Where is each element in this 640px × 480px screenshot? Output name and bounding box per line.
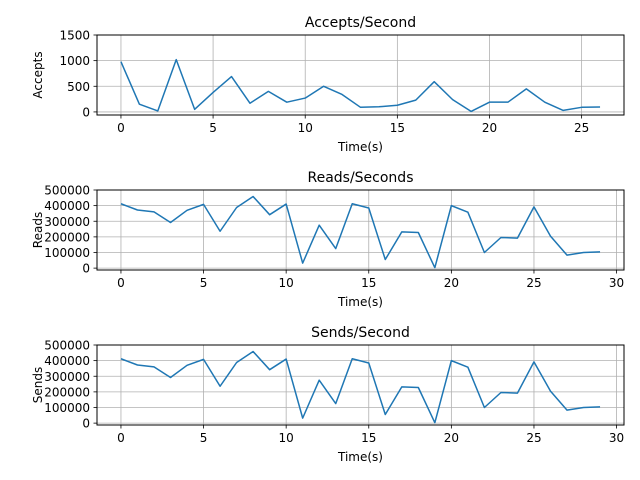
y-tick-label: 0 [82,262,90,276]
x-tick-label: 20 [444,431,459,445]
x-tick-label: 30 [609,431,624,445]
axes-frame [96,189,625,271]
x-tick-label: 10 [279,276,294,290]
y-tick-label: 200000 [44,385,90,399]
subplot-1: 0 5 10 15 20 25 0 500 1000 1500 Accepts/Second Time… [31,15,625,154]
x-tick-label: 5 [200,431,208,445]
x-tick-label: 5 [209,121,217,135]
y-tick-label: 500 [67,80,90,94]
chart-title: Sends/Second [311,325,410,341]
x-tick-label: 15 [361,276,376,290]
x-tick-label: 0 [117,431,125,445]
y-tick-label: 0 [82,417,90,431]
axes-frame [96,344,625,426]
x-tick-label: 10 [298,121,313,135]
y-tick-label: 400000 [44,199,90,213]
x-axis-label: Time(s) [337,140,383,154]
x-tick-label: 25 [526,276,541,290]
x-tick-label: 0 [117,276,125,290]
x-tick-label: 25 [526,431,541,445]
x-tick-label: 25 [574,121,589,135]
x-axis-label: Time(s) [337,295,383,309]
x-tick-label: 10 [279,431,294,445]
x-tick-label: 5 [200,276,208,290]
series-line [120,195,601,269]
x-tick-label: 15 [390,121,405,135]
y-tick-label: 0 [82,105,90,119]
axes-frame [96,34,625,116]
y-tick-label: 100000 [44,246,90,260]
series-line [120,58,601,113]
y-tick-label: 1000 [59,54,90,68]
y-tick-label: 200000 [44,230,90,244]
y-tick-label: 500000 [44,184,90,198]
y-tick-label: 300000 [44,370,90,384]
x-axis-label: Time(s) [337,450,383,464]
x-tick-label: 15 [361,431,376,445]
y-tick-label: 1500 [59,29,90,43]
y-axis-label: Accepts [31,51,45,98]
chart-title: Accepts/Second [305,15,416,31]
y-tick-label: 400000 [44,354,90,368]
x-tick-label: 0 [117,121,125,135]
y-tick-label: 100000 [44,401,90,415]
y-tick-label: 500000 [44,339,90,353]
x-tick-label: 30 [609,276,624,290]
y-axis-label: Reads [31,212,45,248]
series-line [120,350,601,424]
x-tick-label: 20 [482,121,497,135]
y-tick-label: 300000 [44,215,90,229]
chart-title: Reads/Seconds [307,170,413,186]
x-tick-label: 20 [444,276,459,290]
y-axis-label: Sends [31,367,45,403]
